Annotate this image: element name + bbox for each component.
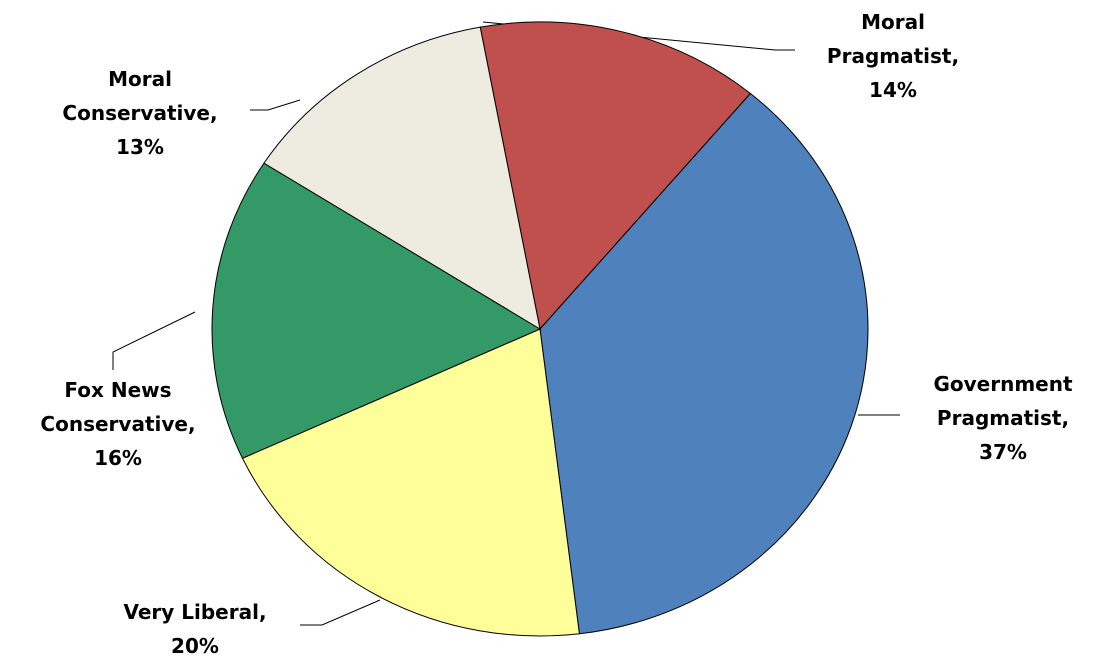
leader-line [300,599,381,626]
pie-slice [211,162,542,459]
data-label: Moral Conservative, 13% [62,62,217,164]
leader-line [250,99,301,111]
value-label: 16% [94,446,142,470]
leader-line [112,311,196,370]
category-label: Government Pragmatist, [933,372,1073,430]
value-label: 37% [979,440,1027,464]
pie-slice [241,328,580,637]
data-label: Government Pragmatist, 37% [933,367,1072,469]
data-label: Fox News Conservative, 16% [18,373,218,475]
value-label: 14% [869,78,917,102]
pie-slice [263,26,541,331]
category-label: Very Liberal, [123,600,267,624]
value-label: 13% [116,135,164,159]
data-label: Moral Pragmatist, 14% [827,5,959,107]
pie-slice [539,92,869,635]
pie-slice [479,21,752,331]
category-label: Fox News Conservative, [40,378,196,436]
value-label: 20% [171,634,219,658]
category-label: Moral Pragmatist, [826,10,960,68]
data-label: Very Liberal, 20% [123,595,266,663]
category-label: Moral Conservative, [62,67,218,125]
